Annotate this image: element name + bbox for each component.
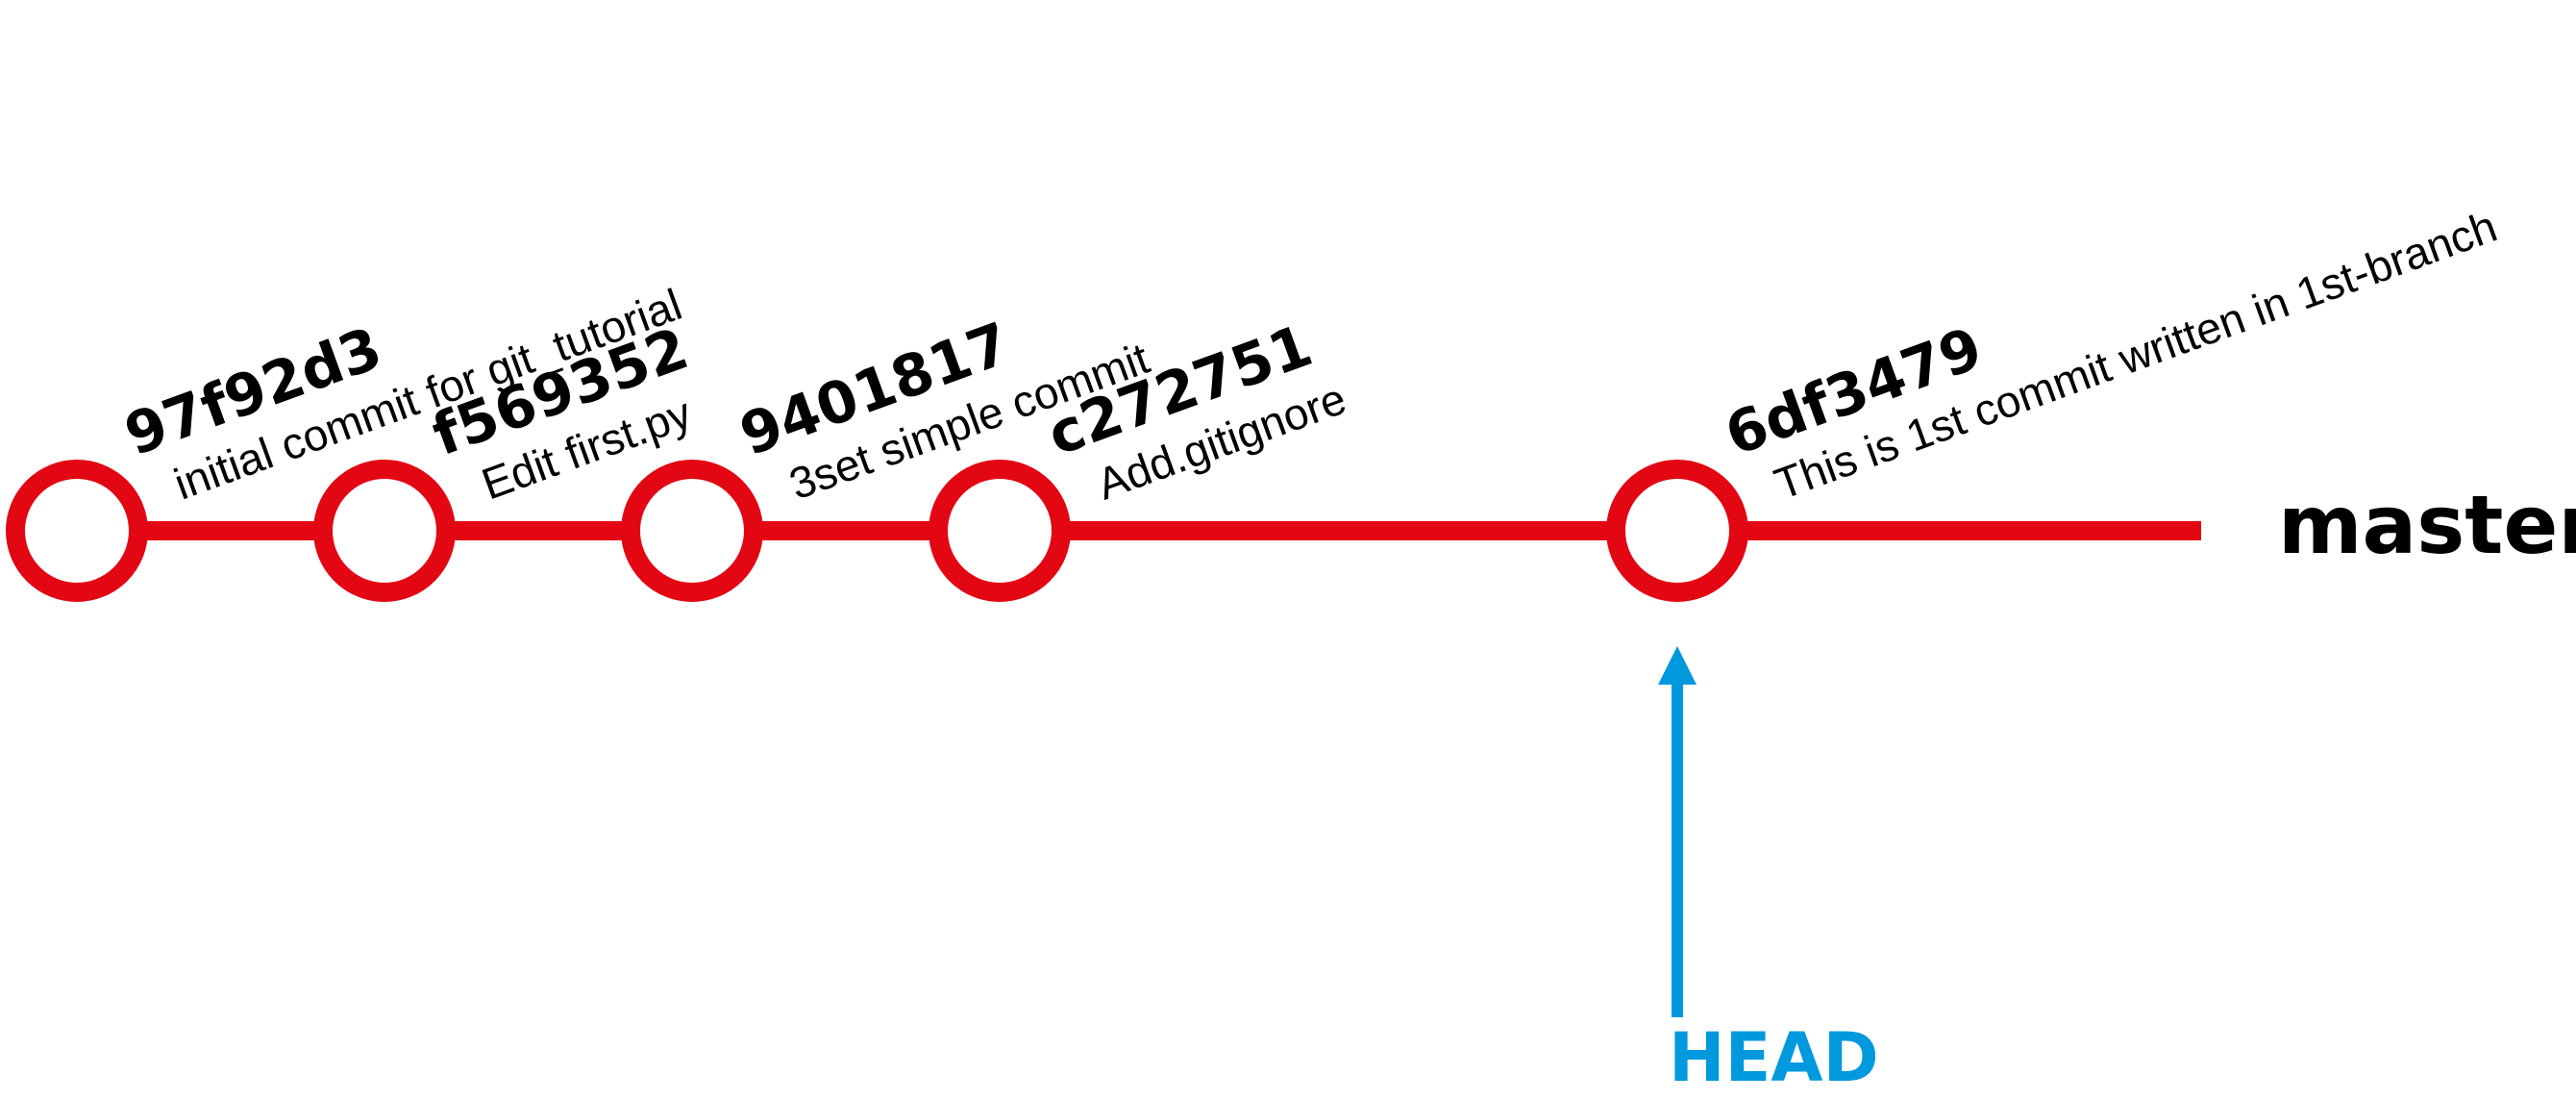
commit-label-4: c272751 Add.gitignore xyxy=(1039,312,1352,509)
branch-name-label: master xyxy=(2278,478,2576,572)
commit-node[interactable] xyxy=(313,460,456,602)
commit-node[interactable] xyxy=(6,460,148,602)
commit-node[interactable] xyxy=(621,460,763,602)
commit-label-5: 6df3479 This is 1st commit written in 1s… xyxy=(1717,201,2503,510)
head-label: HEAD xyxy=(1669,1018,1879,1097)
commit-node[interactable] xyxy=(929,460,1071,602)
commit-node[interactable] xyxy=(1606,460,1748,602)
head-arrow-icon xyxy=(1658,646,1697,685)
